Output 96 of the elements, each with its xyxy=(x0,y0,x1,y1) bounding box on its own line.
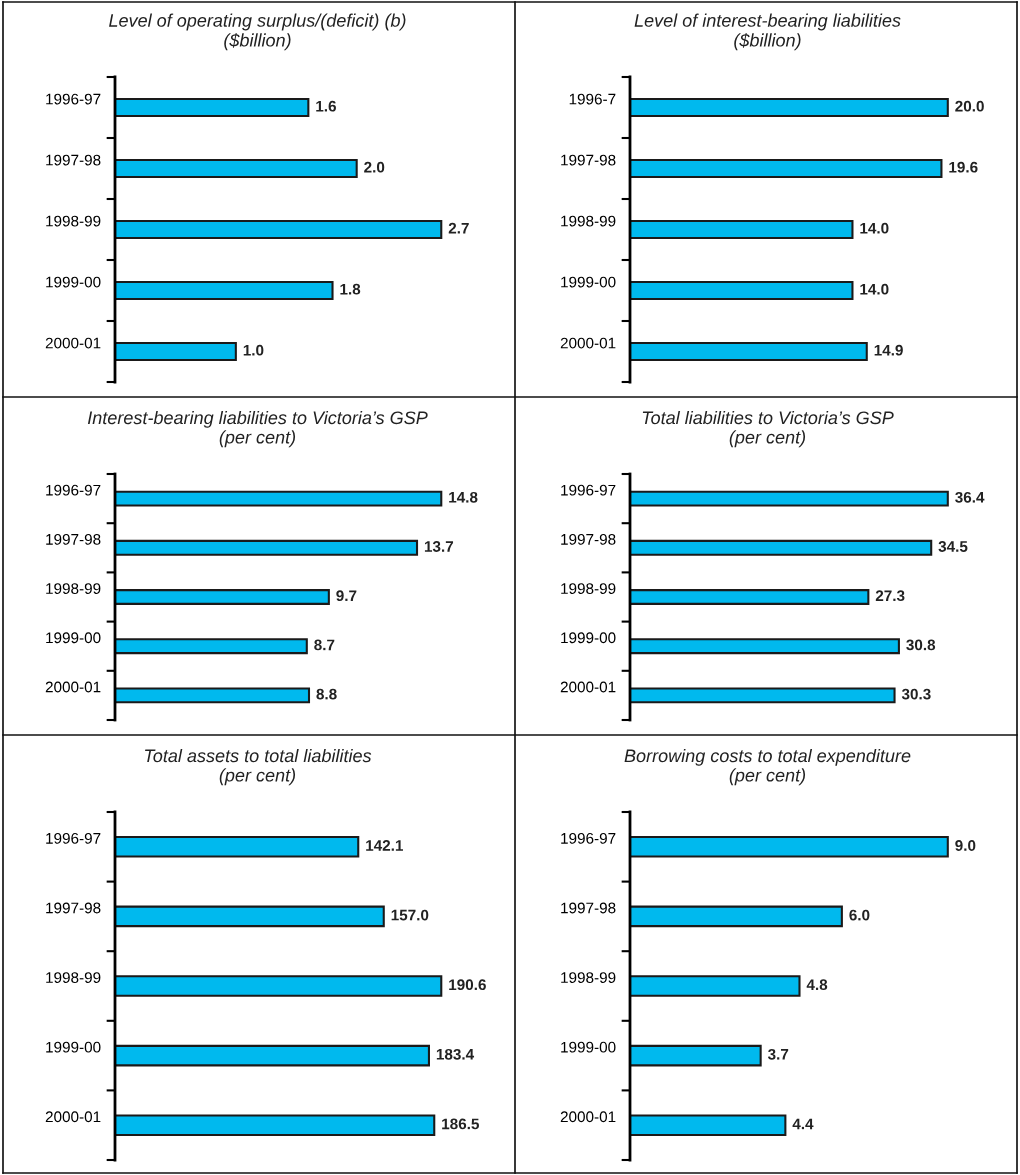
bar xyxy=(630,905,843,928)
bar xyxy=(630,219,854,240)
bar xyxy=(630,539,933,556)
y-tick-label: 1996-97 xyxy=(561,832,616,844)
data-label: 9.7 xyxy=(336,590,357,602)
data-label: 14.9 xyxy=(874,344,903,356)
data-label: 8.7 xyxy=(314,639,335,651)
bar xyxy=(630,158,943,179)
bar xyxy=(630,638,900,655)
y-tick-label: 1999-00 xyxy=(561,276,616,288)
chart-title: Borrowing costs to total expenditure (per cent) xyxy=(624,748,911,786)
bar xyxy=(630,280,854,301)
data-label: 36.4 xyxy=(955,491,985,503)
y-tick-label: 1996-97 xyxy=(46,832,101,844)
bar xyxy=(630,490,949,507)
y-tick-label: 1997-98 xyxy=(561,902,616,914)
y-tick-label: 1996-7 xyxy=(569,93,616,105)
bar xyxy=(115,1114,436,1136)
y-tick-label: 1998-99 xyxy=(46,972,101,983)
bar xyxy=(115,219,443,240)
chart-title: Interest-bearing liabilities to Victoria’s GSP (per cent) xyxy=(87,410,428,448)
bar xyxy=(630,687,896,704)
chart-title: Total liabilities to Victoria’s GSP (per cent) xyxy=(642,410,894,448)
data-label: 3.7 xyxy=(767,1048,789,1060)
y-tick-label: 1999-00 xyxy=(46,276,101,288)
data-label: 1.6 xyxy=(316,100,336,112)
data-label: 9.0 xyxy=(955,840,976,851)
y-tick-label: 2000-01 xyxy=(45,681,101,693)
y-tick-label: 1997-98 xyxy=(46,902,101,914)
data-label: 34.5 xyxy=(938,541,968,552)
y-tick-label: 1999-00 xyxy=(46,1041,101,1053)
data-label: 27.3 xyxy=(875,590,905,602)
y-tick-label: 1998-99 xyxy=(561,972,616,983)
y-tick-label: 1997-98 xyxy=(561,533,616,545)
data-label: 4.8 xyxy=(806,979,828,991)
chart-title: Total assets to total liabilities (per cent) xyxy=(145,748,372,786)
data-label: 186.5 xyxy=(442,1118,479,1130)
bar xyxy=(630,975,801,997)
bar xyxy=(115,490,443,507)
bar xyxy=(630,341,868,362)
bar xyxy=(630,589,870,605)
data-label: 14.0 xyxy=(860,283,889,295)
bar xyxy=(115,280,334,301)
bar xyxy=(115,905,385,928)
y-tick-label: 1997-98 xyxy=(46,154,101,166)
data-label: 13.7 xyxy=(424,541,454,552)
data-label: 14.8 xyxy=(449,491,478,503)
y-tick-label: 2000-01 xyxy=(45,1111,101,1123)
y-tick-label: 1999-00 xyxy=(46,632,101,644)
y-tick-label: 2000-01 xyxy=(45,337,101,349)
y-tick-label: 2000-01 xyxy=(560,681,616,693)
data-label: 190.6 xyxy=(449,979,486,991)
data-label: 20.0 xyxy=(955,100,984,112)
bar xyxy=(115,158,358,179)
bar xyxy=(115,836,360,858)
data-label: 30.8 xyxy=(906,639,936,651)
bar xyxy=(630,1114,787,1136)
bar xyxy=(630,836,949,858)
bar xyxy=(115,638,308,655)
chart-title: Level of operating surplus/(deficit) (b) ($billion) xyxy=(109,13,406,51)
data-label: 4.4 xyxy=(792,1118,814,1130)
y-tick-label: 1997-98 xyxy=(561,154,616,166)
bar xyxy=(115,1044,430,1067)
y-tick-label: 2000-01 xyxy=(560,337,616,349)
y-tick-label: 1999-00 xyxy=(561,1041,616,1053)
data-label: 30.3 xyxy=(901,688,931,700)
bar xyxy=(115,97,310,118)
bar xyxy=(115,975,443,997)
y-tick-label: 1996-97 xyxy=(46,484,101,496)
y-tick-label: 1997-98 xyxy=(46,533,101,545)
data-label: 157.0 xyxy=(391,909,429,921)
y-tick-label: 1998-99 xyxy=(46,583,101,594)
bar xyxy=(630,97,949,118)
bar xyxy=(115,589,330,605)
data-label: 6.0 xyxy=(849,909,870,921)
bar xyxy=(115,539,419,556)
y-tick-label: 2000-01 xyxy=(560,1111,616,1123)
bar xyxy=(115,687,311,704)
bar xyxy=(115,341,237,362)
data-label: 2.0 xyxy=(364,161,385,173)
data-label: 142.1 xyxy=(366,840,403,851)
data-label: 1.0 xyxy=(243,344,264,356)
y-tick-label: 1996-97 xyxy=(46,93,101,105)
y-tick-label: 1999-00 xyxy=(561,632,616,644)
bar xyxy=(630,1044,762,1067)
data-label: 183.4 xyxy=(436,1048,475,1060)
y-tick-label: 1998-99 xyxy=(46,215,101,227)
y-tick-label: 1998-99 xyxy=(561,583,616,594)
data-label: 2.7 xyxy=(448,222,469,234)
chart-title: Level of interest-bearing liabilities ($billion) xyxy=(634,13,901,51)
y-tick-label: 1996-97 xyxy=(561,484,616,496)
data-label: 8.8 xyxy=(316,688,337,700)
data-label: 14.0 xyxy=(860,222,889,234)
data-label: 1.8 xyxy=(340,283,361,295)
data-label: 19.6 xyxy=(949,161,978,173)
y-tick-label: 1998-99 xyxy=(561,215,616,227)
